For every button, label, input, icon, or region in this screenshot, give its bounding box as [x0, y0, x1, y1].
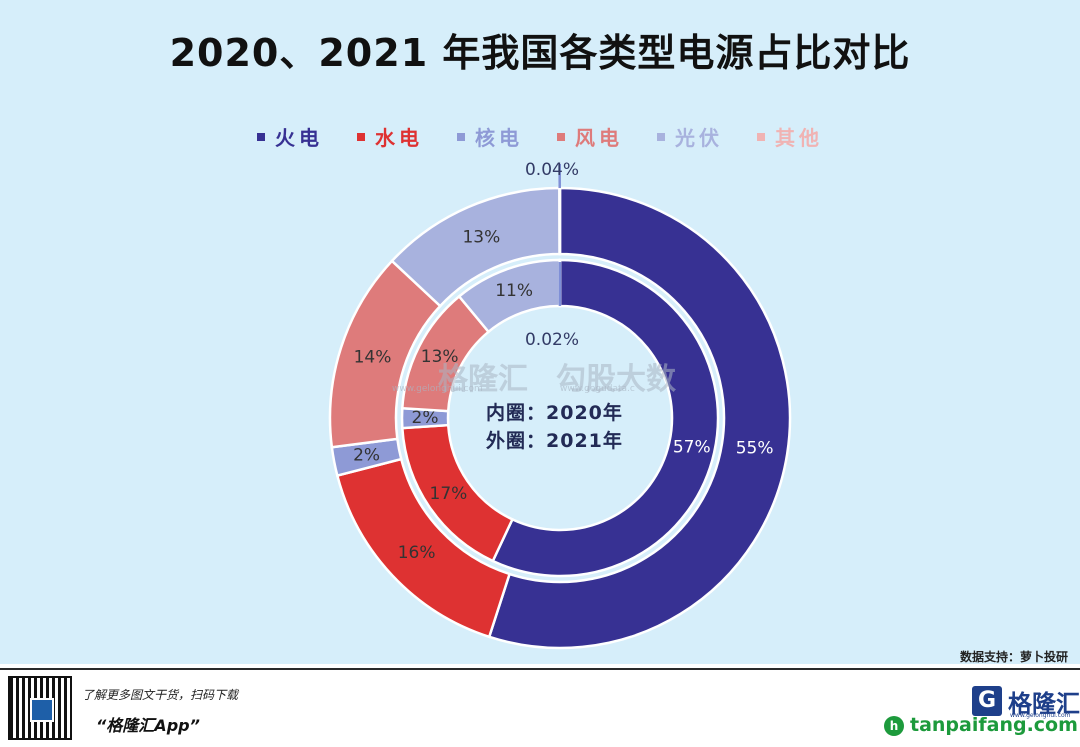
legend-swatch-thermal	[257, 132, 265, 141]
label-inner-hydro: 17%	[430, 484, 468, 504]
label-outer-solar: 13%	[462, 227, 500, 247]
gelonghui-logo-icon: G	[972, 686, 1002, 716]
label-outer-nuclear: 2%	[353, 445, 380, 465]
donut-chart: 57% 17% 2% 13% 11% 0.02% 55% 16% 2% 14% 13% 0.04%	[328, 160, 792, 650]
footer-divider	[0, 668, 1080, 670]
legend-item-other: 其他	[757, 122, 823, 151]
watermark-brand: 格隆汇	[438, 362, 528, 397]
slice-inner-thermal	[491, 258, 720, 578]
brand-name: 格隆汇	[1008, 690, 1080, 718]
brand-url: www.gelonghui.com	[1010, 712, 1071, 719]
promo-app-name: “格隆汇App”	[96, 716, 200, 735]
legend-item-nuclear: 核电	[457, 122, 523, 151]
page-title: 2020、2021 年我国各类型电源占比对比	[169, 31, 911, 75]
slice-outer-thermal	[487, 186, 792, 650]
legend-item-hydro: 水电	[357, 122, 423, 151]
inner-ring-note: 内圈：2020年	[486, 402, 623, 424]
watermark-data-url: www.gogudata.c	[560, 384, 635, 394]
legend-swatch-solar	[657, 132, 665, 141]
legend-label-other: 其他	[775, 126, 823, 150]
label-inner-solar: 11%	[495, 281, 533, 301]
legend-label-wind: 风电	[575, 126, 623, 150]
legend-item-wind: 风电	[557, 122, 623, 151]
label-inner-other: 0.02%	[525, 330, 579, 350]
tanpaifang-logo-icon: h	[884, 716, 904, 736]
legend-swatch-nuclear	[457, 132, 465, 141]
qr-code[interactable]	[8, 676, 72, 740]
legend-swatch-other	[757, 132, 765, 141]
data-source: 数据支持：萝卜投研	[959, 650, 1068, 664]
legend-label-hydro: 水电	[375, 126, 423, 150]
watermark-brand-url: www.gelonghui.com	[392, 384, 483, 394]
watermark-data: 勾股大数	[556, 362, 676, 397]
tanpaifang-site-text: tanpaifang.com	[910, 714, 1078, 736]
legend-item-thermal: 火电	[257, 122, 323, 151]
legend-item-solar: 光伏	[657, 122, 723, 151]
label-outer-other: 0.04%	[525, 160, 579, 180]
label-outer-hydro: 16%	[398, 543, 436, 563]
promo-text: 了解更多图文干货，扫码下载	[82, 688, 239, 702]
slice-outer-other	[558, 186, 562, 256]
qr-logo-icon	[30, 698, 54, 722]
label-inner-thermal: 57%	[673, 437, 711, 457]
legend-swatch-wind	[557, 132, 565, 141]
legend-swatch-hydro	[357, 132, 365, 141]
legend-label-solar: 光伏	[675, 126, 723, 150]
legend-label-thermal: 火电	[275, 126, 323, 150]
label-inner-wind: 13%	[421, 347, 459, 367]
label-inner-nuclear: 2%	[412, 408, 439, 428]
label-outer-wind: 14%	[354, 348, 392, 368]
legend-label-nuclear: 核电	[475, 126, 523, 150]
label-outer-thermal: 55%	[736, 439, 774, 459]
outer-ring-note: 外圈：2021年	[486, 430, 623, 452]
chart-legend: 火电 水电 核电 风电 光伏 其他	[0, 122, 1080, 151]
